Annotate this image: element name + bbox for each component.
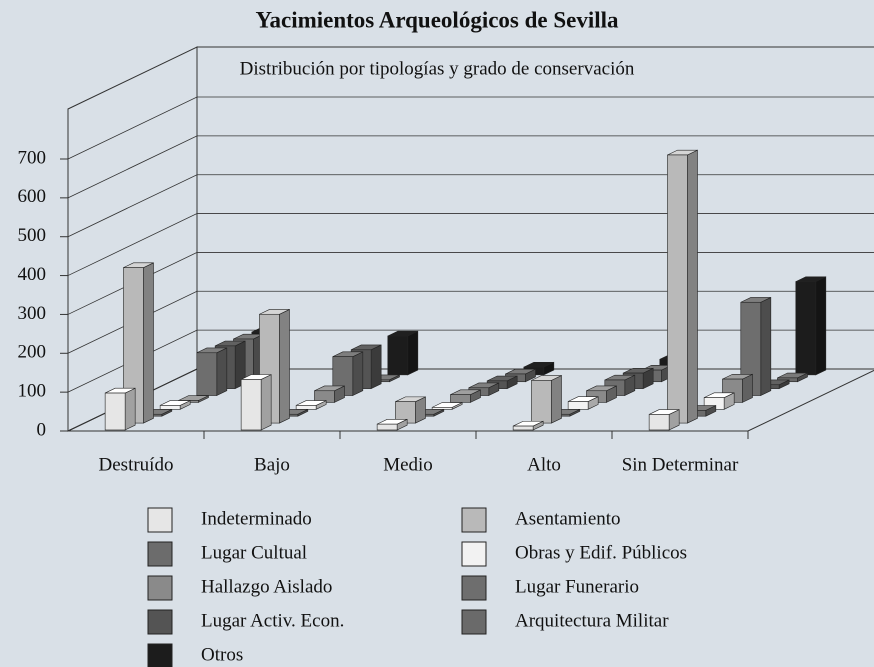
bar bbox=[159, 405, 181, 410]
grid-line bbox=[67, 290, 874, 354]
legend-swatch bbox=[461, 541, 487, 567]
bar bbox=[240, 379, 262, 431]
bar bbox=[104, 392, 126, 431]
bar-side bbox=[370, 344, 382, 390]
y-tick-label: 300 bbox=[18, 303, 47, 324]
y-tick-label: 700 bbox=[18, 147, 47, 168]
legend-label: Otros bbox=[201, 644, 243, 665]
bar-side bbox=[551, 375, 562, 424]
bar bbox=[531, 380, 552, 424]
legend-label: Lugar Cultual bbox=[201, 542, 307, 563]
chart-title: Yacimientos Arqueológicos de Sevilla bbox=[255, 7, 619, 32]
x-tick-label: Destruído bbox=[99, 454, 174, 475]
bar-side bbox=[260, 374, 272, 431]
legend-swatch bbox=[147, 507, 173, 533]
bar bbox=[295, 405, 317, 410]
grid-line bbox=[67, 329, 874, 393]
legend-swatch bbox=[147, 541, 173, 567]
bar-side bbox=[760, 296, 772, 396]
y-tick-label: 400 bbox=[18, 264, 47, 285]
grid-line bbox=[67, 213, 874, 276]
x-tick-label: Sin Determinar bbox=[622, 454, 739, 475]
bar bbox=[667, 154, 688, 424]
legend-label: Indeterminado bbox=[201, 508, 312, 529]
x-tick-label: Medio bbox=[383, 454, 433, 475]
grid-line bbox=[67, 135, 874, 199]
y-tick-label: 500 bbox=[18, 225, 47, 246]
bar bbox=[512, 425, 534, 431]
legend: Indeterminado Asentamiento Lugar Cultual Ob… bbox=[147, 507, 687, 667]
legend-label: Asentamiento bbox=[515, 508, 621, 529]
legend-swatch bbox=[147, 643, 173, 667]
legend-swatch bbox=[147, 575, 173, 601]
bar bbox=[376, 423, 398, 431]
x-tick-label: Bajo bbox=[254, 454, 290, 475]
legend-swatch bbox=[147, 609, 173, 635]
legend-label: Obras y Edif. Públicos bbox=[515, 542, 687, 563]
grid-line bbox=[67, 174, 874, 238]
bar-side bbox=[687, 149, 698, 424]
y-tick-label: 0 bbox=[37, 419, 47, 440]
grid-line bbox=[67, 252, 874, 315]
x-tick-label: Alto bbox=[527, 454, 561, 475]
legend-swatch bbox=[461, 507, 487, 533]
bar-side bbox=[279, 308, 290, 424]
y-tick-label: 100 bbox=[18, 381, 47, 402]
bar bbox=[795, 281, 817, 376]
plot: 0 100 200 300 400 500 600 700 Destruído Bajo Medio… bbox=[18, 46, 874, 475]
back-wall bbox=[196, 46, 874, 370]
bar bbox=[648, 414, 670, 431]
y-tick-label: 600 bbox=[18, 186, 47, 207]
legend-label: Arquitectura Militar bbox=[515, 610, 669, 631]
bar-side bbox=[124, 387, 136, 431]
bar-side bbox=[143, 262, 154, 424]
bar-side bbox=[216, 347, 228, 396]
chart-subtitle: Distribución por tipologías y grado de c… bbox=[240, 58, 635, 79]
bar bbox=[387, 335, 409, 376]
legend-label: Lugar Funerario bbox=[515, 576, 639, 597]
bar-side bbox=[407, 330, 419, 376]
bar bbox=[196, 352, 218, 396]
grid-line bbox=[67, 96, 874, 160]
legend-label: Lugar Activ. Econ. bbox=[201, 610, 344, 631]
bar-side bbox=[352, 351, 364, 396]
legend-swatch bbox=[461, 575, 487, 601]
bar bbox=[567, 401, 589, 410]
bar bbox=[450, 394, 471, 403]
bar bbox=[431, 407, 453, 410]
y-tick-label: 200 bbox=[18, 342, 47, 363]
bar-side bbox=[815, 276, 827, 376]
legend-swatch bbox=[461, 609, 487, 635]
legend-label: Hallazgo Aislado bbox=[201, 576, 332, 597]
